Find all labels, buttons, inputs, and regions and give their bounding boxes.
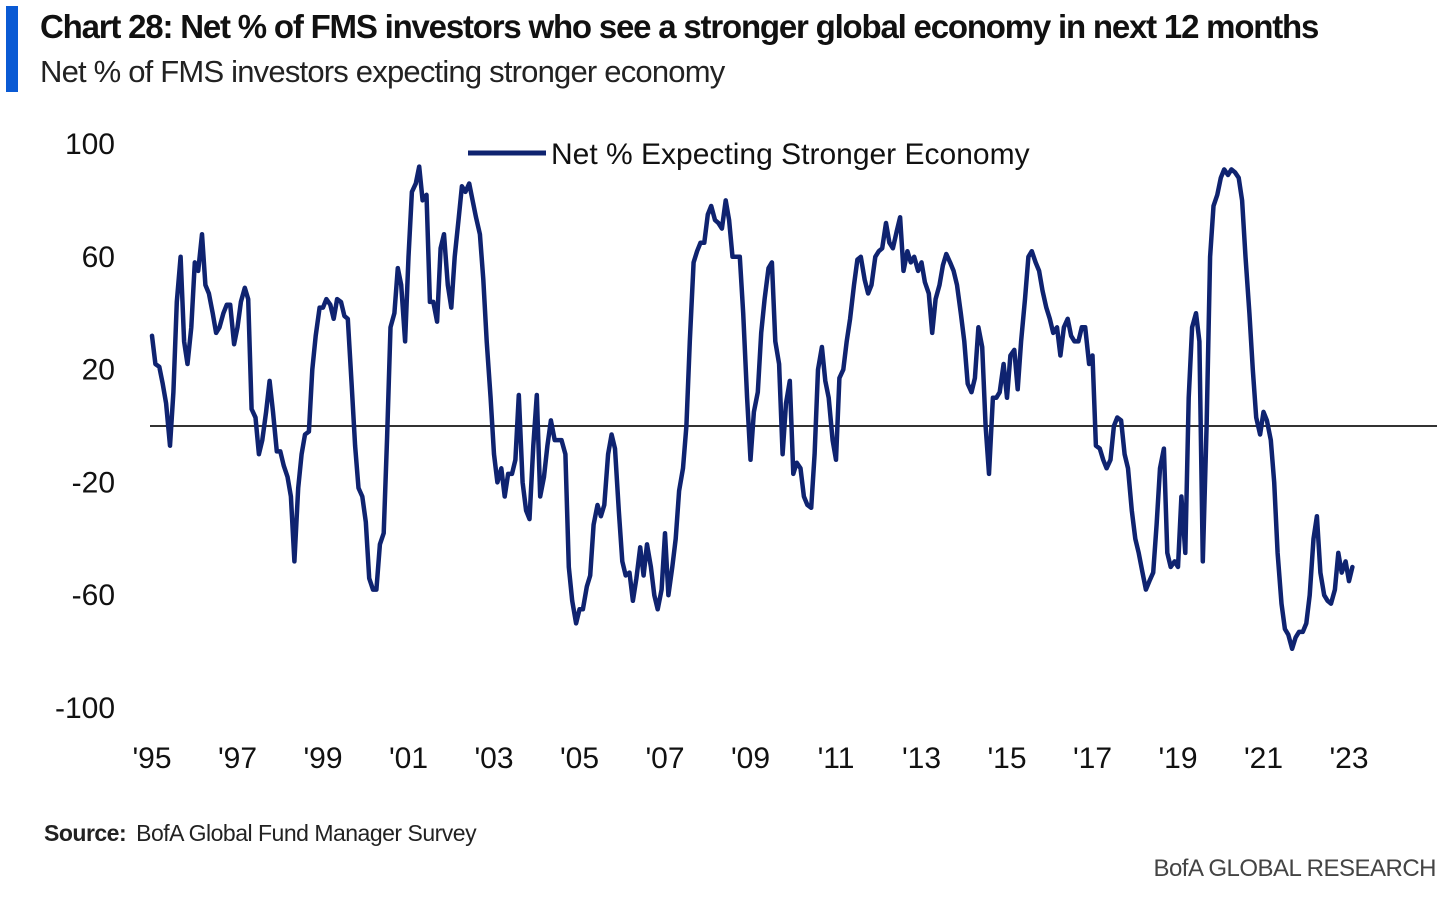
x-tick-label: '05 [560, 742, 599, 775]
x-tick-label: '99 [303, 742, 342, 775]
x-tick-label: '15 [987, 742, 1026, 775]
chart-title: Chart 28: Net % of FMS investors who see… [40, 8, 1319, 45]
x-tick-label: '09 [731, 742, 770, 775]
x-tick-label: '13 [902, 742, 941, 775]
y-tick-label: 20 [82, 354, 115, 387]
y-tick-label: 100 [65, 128, 115, 161]
x-tick-label: '19 [1158, 742, 1197, 775]
series-line [149, 164, 1355, 652]
x-tick-label: '07 [645, 742, 684, 775]
source-label: Source: [44, 820, 127, 846]
title-accent-bar [6, 6, 18, 92]
x-tick-label: '21 [1244, 742, 1283, 775]
x-tick-label: '23 [1329, 742, 1368, 775]
chart-subtitle: Net % of FMS investors expecting stronge… [40, 54, 725, 89]
x-tick-label: '95 [132, 742, 171, 775]
x-tick-label: '01 [389, 742, 428, 775]
y-tick-label: 60 [82, 241, 115, 274]
y-tick-label: -100 [55, 692, 115, 725]
x-tick-label: '11 [818, 742, 855, 775]
x-tick-label: '17 [1073, 742, 1112, 775]
brand-footer: BofA GLOBAL RESEARCH [1153, 855, 1436, 882]
legend-label: Net % Expecting Stronger Economy [551, 138, 1030, 171]
y-tick-label: -60 [72, 579, 115, 612]
y-tick-label: -20 [72, 466, 115, 499]
source-note: Source: BofA Global Fund Manager Survey [44, 820, 477, 847]
x-tick-label: '03 [474, 742, 513, 775]
source-text: BofA Global Fund Manager Survey [136, 820, 477, 846]
x-tick-label: '97 [218, 742, 257, 775]
